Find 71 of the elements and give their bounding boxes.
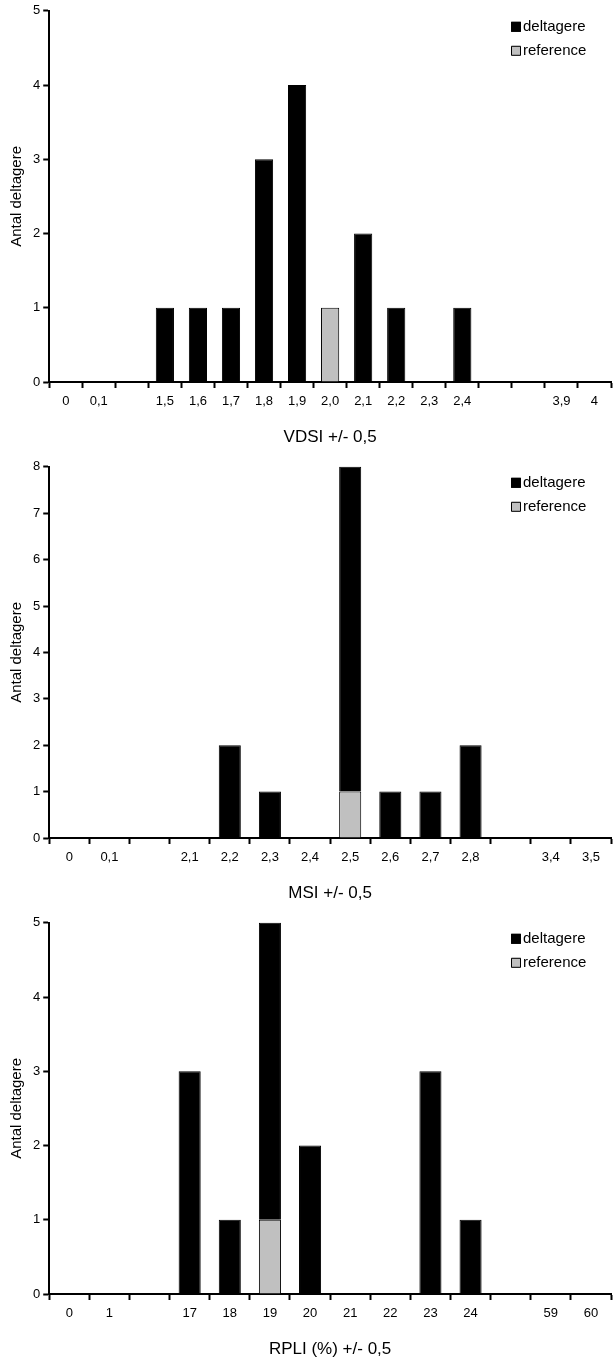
legend-label: deltagere	[523, 928, 586, 946]
y-tick-label: 1	[33, 1211, 41, 1227]
x-tick-label: 2,2	[220, 849, 239, 865]
x-tick-label: 2,4	[453, 393, 472, 409]
x-tick-label: 21	[342, 1305, 358, 1321]
x-tick-label: 3,9	[552, 393, 571, 409]
x-tick-label: 1,5	[155, 393, 174, 409]
x-tick-label: 18	[222, 1305, 238, 1321]
x-tick-label: 3,5	[581, 849, 600, 865]
legend-label: deltagere	[523, 472, 586, 490]
x-tick-label: 2,7	[421, 849, 440, 865]
x-tick-label: 2,6	[381, 849, 400, 865]
x-tick-label: 2,3	[260, 849, 279, 865]
x-tick-label: 17	[182, 1305, 197, 1321]
y-axis-title: Antal deltagere	[7, 145, 25, 247]
y-tick-label: 0	[33, 1285, 41, 1301]
x-tick-label: 1	[105, 1305, 114, 1321]
legend-label: reference	[523, 952, 587, 970]
y-tick-label: 0	[33, 829, 41, 845]
x-tick-label: 2,1	[180, 849, 199, 865]
y-tick-label: 7	[33, 504, 41, 520]
x-tick-label: 2,0	[321, 393, 340, 409]
y-tick-label: 3	[33, 150, 41, 166]
y-tick-label: 5	[33, 914, 41, 930]
y-tick-label: 1	[33, 783, 41, 799]
x-tick-label: 23	[423, 1305, 438, 1321]
x-tick-label: 0	[65, 1305, 73, 1321]
x-tick-label: 0	[62, 393, 70, 409]
x-tick-label: 19	[262, 1305, 278, 1321]
x-tick-label: 2,8	[461, 849, 480, 865]
y-tick-label: 0	[33, 373, 41, 389]
y-tick-label: 3	[33, 690, 41, 706]
x-tick-label: 2,3	[420, 393, 439, 409]
x-tick-label: 0,1	[89, 393, 108, 409]
x-tick-label: 0,1	[100, 849, 119, 865]
legend-label: reference	[523, 40, 587, 58]
y-tick-label: 4	[33, 988, 41, 1004]
x-tick-label: 2,2	[387, 393, 406, 409]
y-tick-label: 3	[33, 1062, 41, 1078]
x-tick-label: 24	[463, 1305, 478, 1321]
x-axis-title: VDSI +/- 0,5	[283, 427, 377, 447]
y-tick-label: 5	[33, 597, 41, 613]
x-tick-label: 59	[543, 1305, 559, 1321]
y-tick-label: 4	[33, 76, 41, 92]
y-axis-title: Antal deltagere	[7, 1057, 25, 1159]
legend-label: deltagere	[523, 16, 586, 34]
x-tick-label: 2,5	[341, 849, 360, 865]
x-tick-label: 3,4	[541, 849, 560, 865]
y-tick-label: 8	[33, 458, 41, 474]
y-axis-title: Antal deltagere	[7, 601, 25, 703]
x-tick-label: 1,6	[188, 393, 207, 409]
x-tick-label: 0	[65, 849, 73, 865]
y-tick-label: 1	[33, 299, 41, 315]
x-tick-label: 4	[590, 393, 599, 409]
x-tick-label: 1,8	[254, 393, 274, 409]
y-tick-label: 2	[33, 225, 41, 241]
y-tick-label: 6	[33, 551, 41, 567]
y-tick-label: 4	[33, 643, 41, 659]
y-tick-label: 5	[33, 2, 41, 18]
legend-label: reference	[523, 496, 587, 514]
y-tick-label: 2	[33, 1137, 41, 1153]
x-tick-label: 60	[583, 1305, 599, 1321]
y-tick-label: 2	[33, 736, 41, 752]
x-tick-label: 1,7	[221, 393, 241, 409]
x-axis-title: RPLI (%) +/- 0,5	[268, 1339, 392, 1359]
x-axis-title: MSI +/- 0,5	[288, 883, 372, 903]
x-tick-label: 20	[302, 1305, 318, 1321]
x-tick-label: 2,4	[301, 849, 320, 865]
x-tick-label: 1,9	[288, 393, 307, 409]
x-tick-label: 22	[383, 1305, 398, 1321]
x-tick-label: 2,1	[354, 393, 373, 409]
